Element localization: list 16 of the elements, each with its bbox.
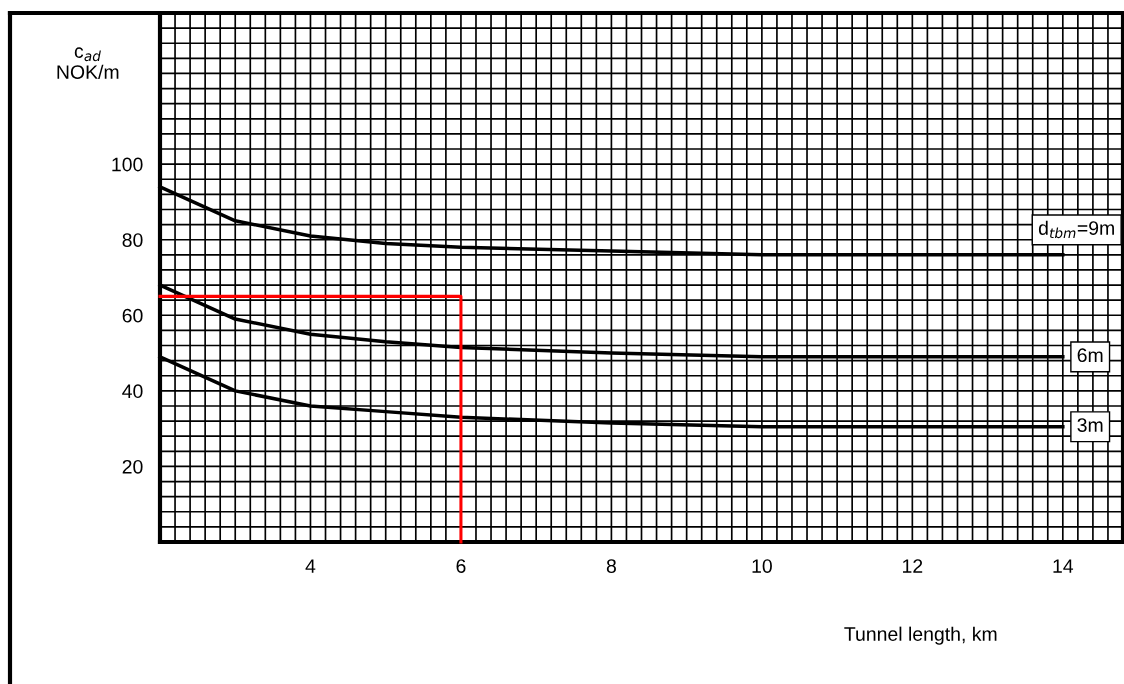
series-label: 3m: [1077, 418, 1103, 432]
series-label: 6m: [1077, 348, 1103, 363]
y-tick-label: 20: [122, 459, 143, 474]
series-label: d$_{tbm}$=9m: [1038, 220, 1114, 239]
y-tick-label: 40: [122, 384, 143, 399]
x-tick-label: 10: [752, 559, 772, 573]
x-tick-label: 6: [456, 559, 466, 573]
y-tick-label: 60: [122, 308, 143, 323]
y-axis-title: c$_{ad}$ NOK/m: [57, 47, 119, 79]
x-tick-label: 14: [1053, 559, 1074, 573]
x-tick-label: 12: [903, 559, 923, 573]
x-tick-label: 8: [606, 559, 616, 573]
y-tick-label: 80: [122, 233, 143, 247]
y-tick-label: 100: [112, 157, 143, 172]
x-tick-label: 4: [305, 559, 316, 573]
x-axis-title: Tunnel length, km: [844, 626, 997, 645]
